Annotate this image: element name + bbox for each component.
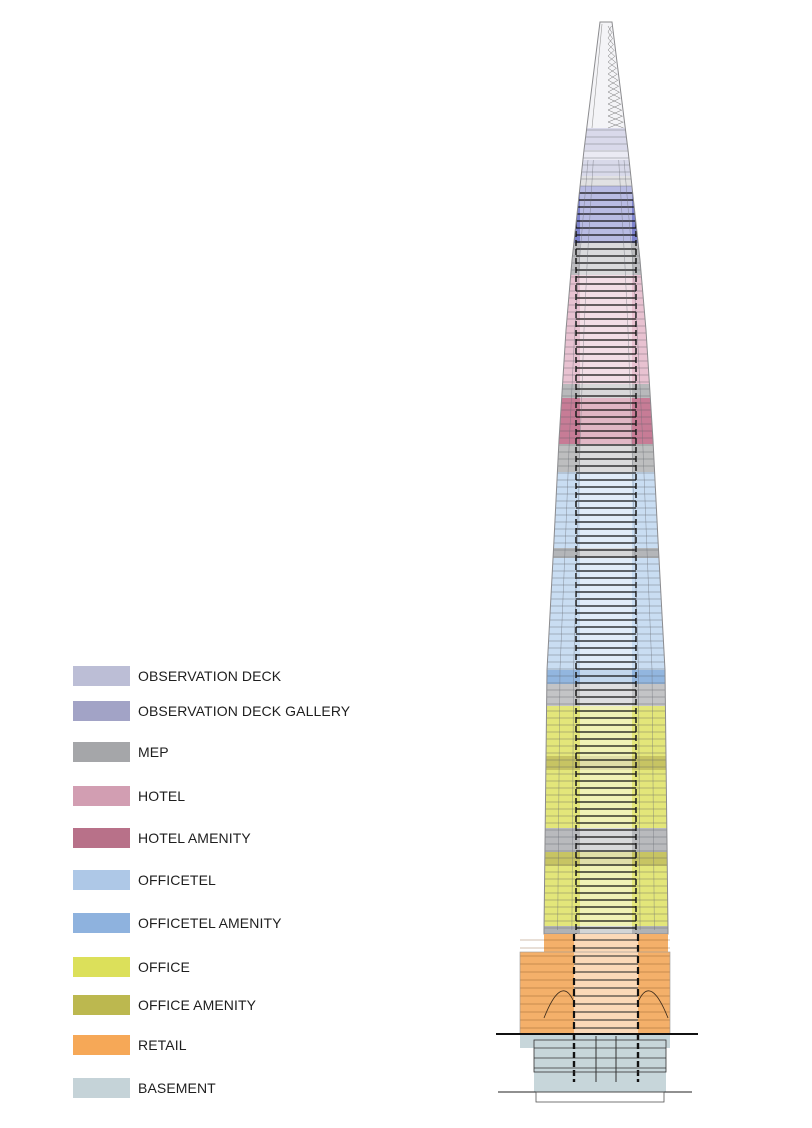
legend-swatch bbox=[73, 742, 130, 762]
legend-item-retail: RETAIL bbox=[73, 1035, 187, 1055]
legend-item-observation-deck: OBSERVATION DECK bbox=[73, 666, 281, 686]
floor-lines bbox=[544, 129, 668, 931]
zone-office bbox=[544, 706, 668, 756]
legend-swatch bbox=[73, 828, 130, 848]
zone-officetel bbox=[544, 558, 668, 670]
legend-item-officetel-amenity: OFFICETEL AMENITY bbox=[73, 913, 282, 933]
legend-item-hotel-amenity: HOTEL AMENITY bbox=[73, 828, 251, 848]
legend-swatch bbox=[73, 701, 130, 721]
legend-label: OBSERVATION DECK GALLERY bbox=[138, 703, 351, 719]
foundation-mat bbox=[535, 1091, 665, 1103]
zone-officetel bbox=[544, 472, 668, 548]
legend-item-officetel: OFFICETEL bbox=[73, 870, 216, 890]
legend-swatch bbox=[73, 1078, 130, 1098]
legend-swatch bbox=[73, 995, 130, 1015]
legend-swatch bbox=[73, 957, 130, 977]
zone-mep bbox=[544, 444, 668, 472]
legend-label: OBSERVATION DECK bbox=[138, 668, 282, 684]
legend-label: HOTEL bbox=[138, 788, 186, 804]
zone-office-amenity bbox=[544, 756, 668, 770]
zone-office bbox=[544, 866, 668, 926]
spire-lattice bbox=[591, 23, 624, 129]
legend-label: OFFICE bbox=[138, 959, 190, 975]
legend-label: OFFICETEL AMENITY bbox=[138, 915, 282, 931]
zone-office-amenity bbox=[544, 852, 668, 866]
legend-item-hotel: HOTEL bbox=[73, 786, 185, 806]
legend-item-office-amenity: OFFICE AMENITY bbox=[73, 995, 256, 1015]
legend-item-basement: BASEMENT bbox=[73, 1078, 216, 1098]
zone-hotel-amenity bbox=[544, 398, 668, 444]
legend-label: OFFICETEL bbox=[138, 872, 216, 888]
legend-swatch bbox=[73, 786, 130, 806]
zone-mep bbox=[544, 176, 668, 186]
legend-label: MEP bbox=[138, 744, 169, 760]
zone-mep bbox=[544, 828, 668, 852]
legend-item-observation-deck-gallery: OBSERVATION DECK GALLERY bbox=[73, 701, 350, 721]
legend-item-mep: MEP bbox=[73, 742, 169, 762]
legend-swatch bbox=[73, 913, 130, 933]
zone-mep bbox=[544, 548, 668, 558]
zone-mep bbox=[544, 384, 668, 398]
legend-swatch bbox=[73, 666, 130, 686]
zone-officetel-amenity bbox=[544, 670, 668, 684]
legend-swatch bbox=[73, 870, 130, 890]
basement-levels bbox=[496, 1033, 698, 1103]
legend-label: BASEMENT bbox=[138, 1080, 216, 1096]
legend-item-office: OFFICE bbox=[73, 957, 190, 977]
legend-label: OFFICE AMENITY bbox=[138, 997, 257, 1013]
zone-office bbox=[544, 770, 668, 828]
zone-mep bbox=[544, 684, 668, 706]
legend-label: RETAIL bbox=[138, 1037, 187, 1053]
legend-swatch bbox=[73, 1035, 130, 1055]
legend-label: HOTEL AMENITY bbox=[138, 830, 251, 846]
retail-podium bbox=[519, 934, 671, 1035]
zone-mep bbox=[544, 926, 668, 934]
